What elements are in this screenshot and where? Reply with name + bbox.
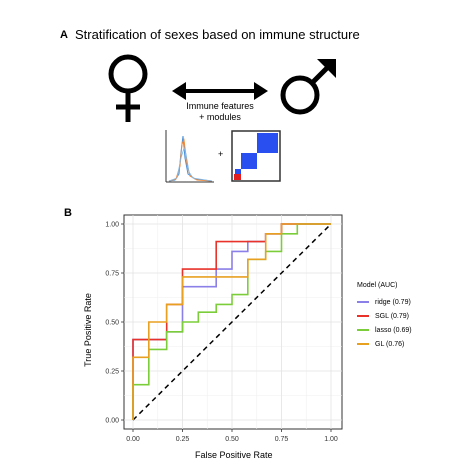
roc-line-lasso [132,223,331,420]
y-axis-label: True Positive Rate [83,293,93,367]
y-tick-label: 0.00 [105,418,119,425]
x-tick-label: 0.25 [176,436,190,443]
y-tick-label: 0.75 [105,271,119,278]
legend-item-ridge: ridge (0.79) [357,295,457,309]
legend-title: Model (AUC) [357,282,398,289]
plus-sign: + [218,149,224,159]
y-tick-label: 1.00 [105,222,119,229]
double-arrow-icon [172,82,268,100]
y-tick-label: 0.25 [105,369,119,376]
male-symbol-icon [280,59,336,115]
legend-label-lasso: lasso (0.69) [375,326,412,334]
diagonal-reference-line [132,223,332,421]
x-tick-label: 0.00 [126,436,140,443]
x-axis-label: False Positive Rate [195,450,273,460]
legend-swatch-ridge [357,301,369,303]
panel-a-letter: A [60,29,68,41]
x-tick-label: 0.75 [275,436,289,443]
y-tick-label: 0.50 [105,320,119,327]
legend-label-GL: GL (0.76) [375,340,405,348]
legend-swatch-SGL [357,315,369,317]
roc-line-GL [132,223,331,420]
female-symbol-icon [108,54,148,122]
histogram-thumbnail-icon [165,130,214,183]
arrow-label-line2: + modules [199,112,241,122]
arrow-label-line1: Immune features [186,101,254,111]
arrow-label: Immune features + modules [168,101,272,123]
panel-a-title: Stratification of sexes based on immune … [75,27,360,42]
legend-item-GL: GL (0.76) [357,337,457,351]
legend-label-SGL: SGL (0.79) [375,312,409,320]
legend-swatch-lasso [357,329,369,331]
legend: Model (AUC) ridge (0.79) SGL (0.79) lasso … [357,282,457,351]
legend-label-ridge: ridge (0.79) [375,298,411,306]
panel-b-letter: B [64,207,72,219]
legend-swatch-GL [357,343,369,345]
x-tick-label: 1.00 [324,436,338,443]
legend-item-lasso: lasso (0.69) [357,323,457,337]
legend-item-SGL: SGL (0.79) [357,309,457,323]
x-tick-label: 0.50 [225,436,239,443]
module-matrix-icon [231,130,281,182]
